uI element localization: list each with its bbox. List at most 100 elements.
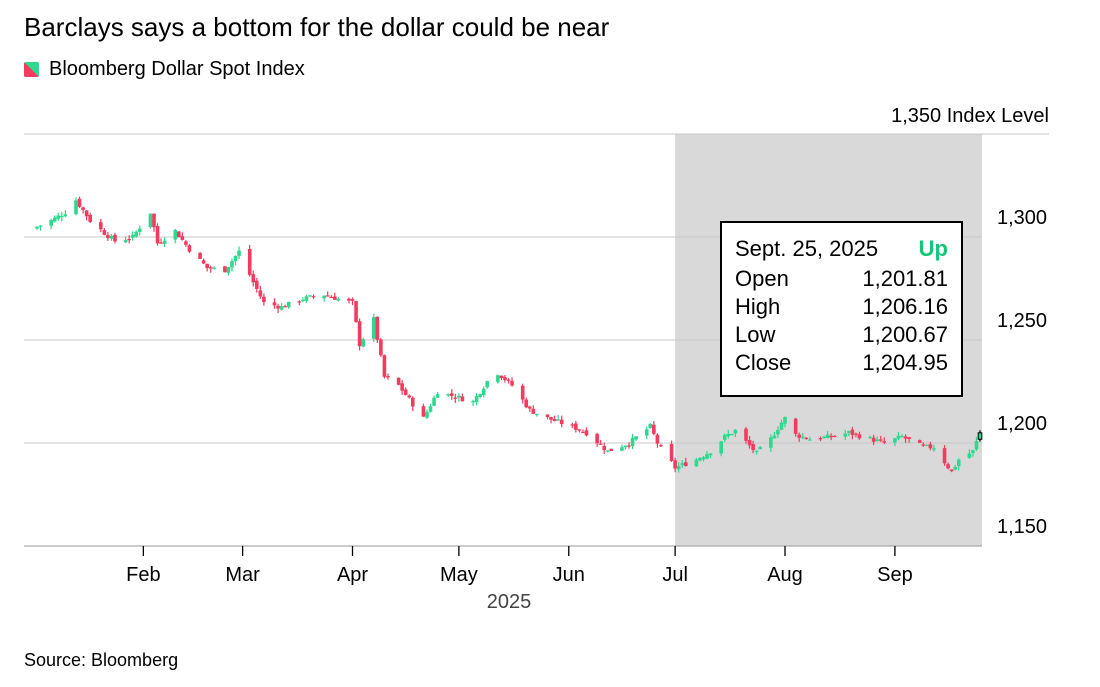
candle-body <box>162 240 167 244</box>
candle-body <box>336 298 341 301</box>
candle-body <box>850 429 855 435</box>
candle-body <box>361 339 365 347</box>
candle-body <box>722 434 727 440</box>
candle-body <box>804 437 809 439</box>
candle-body <box>276 305 280 309</box>
candle-body <box>99 222 103 230</box>
candle-body <box>797 434 801 438</box>
candle-body <box>403 389 408 396</box>
candle-body <box>524 399 529 408</box>
candle-body <box>694 459 699 467</box>
candle-body <box>198 252 202 259</box>
candle-tooltip: Sept. 25, 2025 Up Open 1,201.81 High 1,2… <box>720 221 963 397</box>
candle-body <box>308 295 312 297</box>
candle-body <box>74 200 78 215</box>
candle-body <box>506 379 511 381</box>
x-tick-label: Apr <box>337 564 368 586</box>
candle-body <box>882 441 887 443</box>
candle-body <box>237 250 241 256</box>
candle-body <box>152 213 156 228</box>
candle-body <box>747 439 752 446</box>
candle-body <box>332 296 337 300</box>
x-tick-label: Sep <box>877 564 913 586</box>
candle-body <box>251 274 256 283</box>
candle-body <box>127 239 131 241</box>
tooltip-date: Sept. 25, 2025 <box>735 236 879 261</box>
candle-body <box>325 295 330 297</box>
candle-body <box>730 434 734 436</box>
candle-body <box>758 447 763 450</box>
candle-body <box>620 447 624 451</box>
candle-body <box>159 242 163 244</box>
y-tick-label: 1,200 <box>997 413 1047 435</box>
candle-body <box>49 220 53 226</box>
candle-body <box>88 214 92 222</box>
candle-body <box>481 388 486 395</box>
candle-body <box>304 296 309 301</box>
candle-body <box>744 428 748 441</box>
candle-body <box>808 439 812 441</box>
candle-body <box>953 466 957 470</box>
candle-body <box>698 458 702 461</box>
candle-body <box>130 234 135 238</box>
candle-body <box>634 436 638 440</box>
candle-body <box>570 424 575 426</box>
candle-body <box>527 406 532 409</box>
x-tick-label: Feb <box>126 564 160 586</box>
candle-body <box>595 433 599 444</box>
candle-body <box>77 198 82 207</box>
candle-body <box>921 444 926 446</box>
candle-body <box>425 411 429 418</box>
candle-body <box>134 231 139 237</box>
candle-body <box>496 375 500 383</box>
candle-body <box>297 301 302 303</box>
candle-body <box>457 395 461 398</box>
candle-body <box>446 393 451 396</box>
x-tick-label: Jun <box>553 564 585 586</box>
candle-body <box>371 317 376 339</box>
candle-body <box>680 463 685 466</box>
candle-body <box>208 267 213 269</box>
candle-body <box>928 444 933 449</box>
candle-body <box>726 434 731 437</box>
candle-body <box>967 453 972 459</box>
tooltip-low-label: Low <box>735 322 776 347</box>
candle-body <box>180 236 185 240</box>
tooltip-close-value: 1,204.95 <box>862 350 948 375</box>
candle-body <box>652 424 656 434</box>
x-tick-label: Mar <box>225 564 260 586</box>
candle-body <box>925 444 929 446</box>
tooltip-direction: Up <box>918 236 948 261</box>
candle-body <box>676 466 681 470</box>
candle-body <box>535 413 539 416</box>
candle-body <box>35 226 39 229</box>
candle-body <box>818 437 823 440</box>
candle-body <box>283 306 287 308</box>
candle-body <box>322 295 326 299</box>
y-tick-label: 1,350 Index Level <box>891 105 1049 127</box>
candle-body <box>286 301 291 308</box>
x-year-label: 2025 <box>487 591 532 613</box>
candle-body <box>974 441 979 450</box>
candle-body <box>184 241 188 245</box>
candle-body <box>598 443 603 445</box>
candle-body <box>60 216 64 218</box>
candle-body <box>772 435 777 439</box>
tooltip-close-label: Close <box>735 350 792 375</box>
candle-body <box>396 377 401 385</box>
candle-body <box>38 225 43 227</box>
x-tick-label: Aug <box>767 564 803 586</box>
candle-body <box>510 380 514 386</box>
candle-body <box>605 450 610 452</box>
candle-body <box>627 445 631 447</box>
tooltip-open-label: Open <box>735 266 789 291</box>
candle-body <box>655 434 660 444</box>
x-tick-label: May <box>440 564 478 586</box>
candle-body <box>329 296 334 299</box>
candle-body <box>520 385 525 400</box>
tooltip-low-value: 1,200.67 <box>862 322 948 347</box>
candle-body <box>577 429 582 431</box>
candle-body <box>971 450 975 453</box>
candle-body <box>956 459 961 467</box>
candle-body <box>347 298 351 301</box>
